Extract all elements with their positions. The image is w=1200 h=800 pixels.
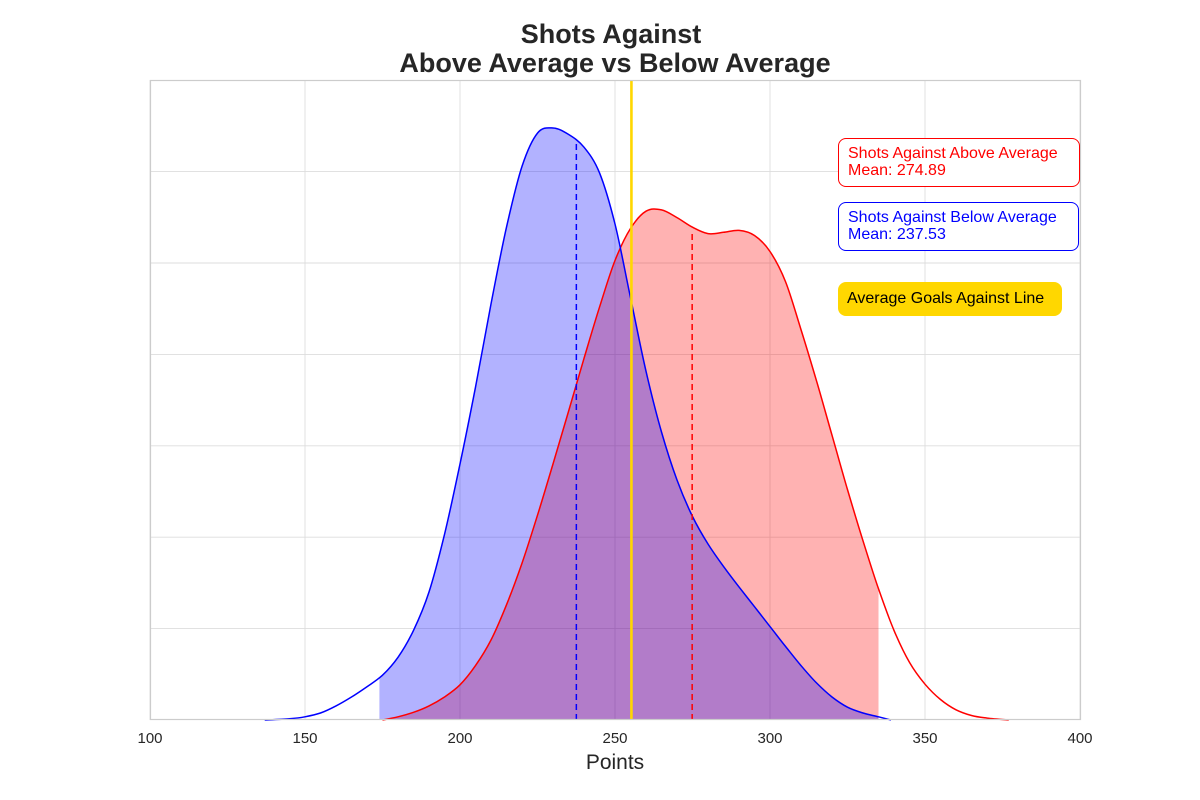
x-tick-label: 400	[1067, 730, 1092, 747]
legend-above-average: Shots Against Above Average Mean: 274.89	[838, 138, 1080, 187]
mean-lines	[575, 140, 693, 720]
chart-title-line-2: Above Average vs Below Average	[399, 48, 830, 78]
legend-above-average-mean: Mean: 274.89	[848, 162, 946, 179]
legend-above-average-name: Shots Against Above Average	[848, 145, 1058, 162]
legend-average-goals-line: Average Goals Against Line	[838, 282, 1062, 316]
x-tick-label: 250	[602, 730, 627, 747]
x-axis-label: Points	[586, 751, 644, 774]
x-tick-label: 100	[137, 730, 162, 747]
below-average-density-fill	[379, 127, 879, 720]
plot-area-frame	[149, 79, 1082, 721]
density-curves	[264, 127, 1009, 721]
legend-below-average-name: Shots Against Below Average	[848, 209, 1057, 226]
x-tick-label: 200	[447, 730, 472, 747]
above-average-density-curve	[382, 208, 1009, 721]
density-fills	[379, 127, 879, 721]
legend-average-goals-line-label: Average Goals Against Line	[847, 290, 1045, 307]
x-tick-label: 300	[757, 730, 782, 747]
x-tick-labels: 100 150 200 250 300 350 400	[137, 730, 1092, 747]
chart-title-line-1: Shots Against	[521, 19, 702, 49]
legend-below-average: Shots Against Below Average Mean: 237.53	[838, 202, 1079, 251]
x-tick-label: 150	[292, 730, 317, 747]
legend-below-average-mean: Mean: 237.53	[848, 226, 946, 243]
below-average-density-curve	[264, 127, 892, 721]
x-tick-label: 350	[912, 730, 937, 747]
